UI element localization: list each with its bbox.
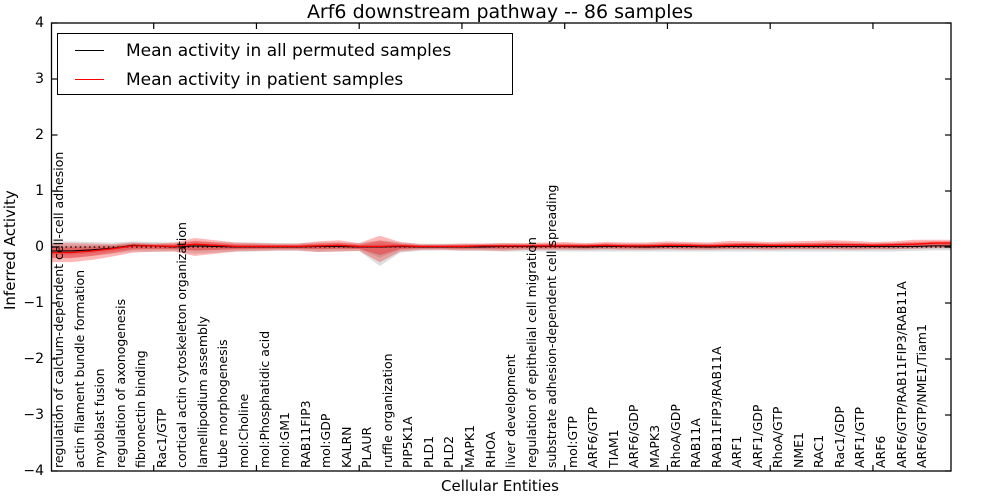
- x-category-label: PLD2: [441, 435, 457, 468]
- x-category-label: RAB11A: [688, 418, 704, 468]
- x-category-label: ruffle organization: [379, 353, 395, 468]
- legend-label-patient: Mean activity in patient samples: [126, 69, 404, 90]
- y-tick-label: −3: [23, 407, 44, 423]
- x-category-label: RAC1: [811, 434, 827, 468]
- x-category-label: ARF6/GTP: [585, 406, 601, 468]
- x-category-label: tube morphogenesis: [215, 339, 231, 468]
- x-category-label: Rac1/GTP: [153, 408, 169, 468]
- x-category-label: substrate adhesion-dependent cell spread…: [544, 184, 560, 468]
- chart-title: Arf6 downstream pathway -- 86 samples: [306, 1, 694, 23]
- x-category-label: cortical actin cytoskeleton organization: [174, 222, 190, 468]
- x-category-label: regulation of calcium-dependent cell-cel…: [51, 151, 66, 468]
- x-category-label: ARF6: [873, 435, 888, 468]
- x-category-label: mol:Phosphatidic acid: [256, 330, 272, 468]
- x-category-label: RAB11FIP3: [297, 400, 313, 468]
- x-category-label: PLAUR: [359, 426, 375, 468]
- x-category-label: RhoA/GDP: [667, 404, 683, 468]
- y-tick-label: 3: [35, 71, 44, 87]
- x-category-label: ARF1: [729, 435, 745, 468]
- y-tick-label: −2: [23, 351, 44, 367]
- y-tick-label: −4: [23, 463, 44, 479]
- x-category-label: NME1: [790, 432, 806, 468]
- x-axis-label: Cellular Entities: [441, 477, 559, 495]
- x-category-label: ARF1/GTP: [852, 406, 868, 468]
- y-tick-label: −1: [23, 295, 44, 311]
- x-category-label: RHOA: [482, 431, 498, 468]
- legend-item-patient: Mean activity in patient samples: [58, 65, 512, 94]
- legend: Mean activity in all permuted samples Me…: [57, 33, 513, 95]
- patient-line-sample: [75, 79, 104, 80]
- x-category-label: PLD1: [420, 435, 436, 468]
- x-category-label: regulation of axonogenesis: [112, 298, 128, 468]
- x-category-label: actin filament bundle formation: [71, 269, 87, 468]
- x-category-label: mol:GM1: [277, 412, 293, 468]
- x-category-label: MAPK1: [462, 424, 477, 468]
- x-category-label: regulation of epithelial cell migration: [523, 237, 539, 468]
- x-category-label: TIAM1: [605, 429, 621, 468]
- x-category-label: ARF6/GTP/RAB11FIP3/RAB11A: [893, 281, 909, 468]
- x-category-label: MAPK3: [646, 424, 662, 468]
- x-category-label: mol:Choline: [235, 393, 251, 468]
- x-category-label: ARF6/GTP/NME1/Tiam1: [914, 324, 930, 468]
- x-category-label: myoblast fusion: [92, 368, 108, 468]
- y-tick-label: 2: [35, 127, 44, 143]
- permuted-line-sample: [75, 50, 104, 51]
- y-tick-label: 4: [35, 15, 44, 31]
- x-category-label: ARF1/GDP: [749, 404, 765, 468]
- x-category-label: PIP5K1A: [400, 416, 416, 468]
- x-category-label: ARF6/GDP: [626, 404, 642, 468]
- y-tick-label: 0: [35, 239, 44, 255]
- x-category-label: mol:GTP: [564, 416, 580, 468]
- x-category-label: lamellipodium assembly: [194, 316, 210, 468]
- x-category-label: KALRN: [338, 426, 354, 468]
- x-category-label: Rac1/GDP: [831, 406, 847, 468]
- x-category-label: fibronectin binding: [133, 350, 149, 468]
- x-category-label: RhoA/GTP: [770, 406, 786, 468]
- legend-item-permuted: Mean activity in all permuted samples: [58, 36, 512, 65]
- x-category-label: RAB11FIP3/RAB11A: [708, 346, 724, 468]
- x-category-label: mol:GDP: [318, 413, 334, 468]
- y-tick-label: 1: [35, 183, 44, 199]
- x-category-label: liver development: [503, 354, 519, 468]
- legend-label-permuted: Mean activity in all permuted samples: [126, 40, 452, 61]
